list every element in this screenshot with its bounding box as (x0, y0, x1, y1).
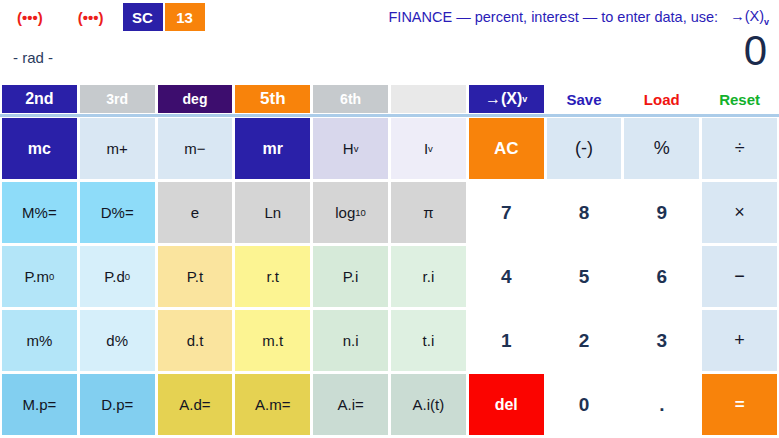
key-digit-6[interactable]: 6 (624, 246, 699, 307)
mode-badge-sc[interactable]: SC (123, 3, 163, 31)
key-m-t[interactable]: m.t (235, 310, 310, 371)
tab-reset[interactable]: Reset (702, 85, 777, 113)
tab-load[interactable]: Load (624, 85, 699, 113)
key-p-i[interactable]: P.i (313, 246, 388, 307)
key-r-i[interactable]: r.i (391, 246, 466, 307)
key-p-m0[interactable]: P.m0 (2, 246, 77, 307)
tab-deg[interactable]: deg (158, 85, 233, 113)
display-value: 0 (744, 28, 767, 74)
key-m-minus[interactable]: m− (158, 118, 233, 179)
top-bar: (•••) (•••) SC 13 FINANCE — percent, int… (0, 3, 779, 31)
key-digit-7[interactable]: 7 (469, 182, 544, 243)
key-e[interactable]: e (158, 182, 233, 243)
tab-save[interactable]: Save (547, 85, 622, 113)
finance-hint-key: →(X)v (730, 8, 769, 27)
paren-memory-button-1[interactable]: (•••) (17, 9, 43, 26)
key-digit-8[interactable]: 8 (547, 182, 622, 243)
tab-5th[interactable]: 5th (235, 85, 310, 113)
key-subtract[interactable]: − (702, 246, 777, 307)
key-digit-5[interactable]: 5 (547, 246, 622, 307)
key-i-v[interactable]: Iv (391, 118, 466, 179)
key-multiply[interactable]: × (702, 182, 777, 243)
key-p-t[interactable]: P.t (158, 246, 233, 307)
tab-3rd[interactable]: 3rd (80, 85, 155, 113)
key-equals[interactable]: = (702, 374, 777, 435)
key-m-p-eq[interactable]: M.p= (2, 374, 77, 435)
key-del[interactable]: del (469, 374, 544, 435)
key-add[interactable]: + (702, 310, 777, 371)
key-ac[interactable]: AC (469, 118, 544, 179)
key-mc[interactable]: mc (2, 118, 77, 179)
key-mr[interactable]: mr (235, 118, 310, 179)
precision-badge[interactable]: 13 (165, 3, 205, 31)
key-a-m-eq[interactable]: A.m= (235, 374, 310, 435)
key-percent[interactable]: % (624, 118, 699, 179)
key-n-i[interactable]: n.i (313, 310, 388, 371)
key-a-i-t[interactable]: A.i(t) (391, 374, 466, 435)
key-pi[interactable]: π (391, 182, 466, 243)
key-m-plus[interactable]: m+ (80, 118, 155, 179)
key-a-i-eq[interactable]: A.i= (313, 374, 388, 435)
key-r-t[interactable]: r.t (235, 246, 310, 307)
key-log10[interactable]: log10 (313, 182, 388, 243)
tab-blank (391, 85, 466, 113)
paren-memory-button-2[interactable]: (•••) (78, 9, 104, 26)
key-d-p-eq[interactable]: D.p= (80, 374, 155, 435)
key-d-pct-eq[interactable]: D%= (80, 182, 155, 243)
finance-hint-text: FINANCE — percent, interest — to enter d… (389, 9, 719, 25)
key-m-pct-eq[interactable]: M%= (2, 182, 77, 243)
tab-6th[interactable]: 6th (313, 85, 388, 113)
key-m-pct[interactable]: m% (2, 310, 77, 371)
key-digit-4[interactable]: 4 (469, 246, 544, 307)
key-digit-1[interactable]: 1 (469, 310, 544, 371)
key-t-i[interactable]: t.i (391, 310, 466, 371)
key-digit-2[interactable]: 2 (547, 310, 622, 371)
key-decimal[interactable]: . (624, 374, 699, 435)
key-negate[interactable]: (-) (547, 118, 622, 179)
key-digit-9[interactable]: 9 (624, 182, 699, 243)
key-p-d0[interactable]: P.d0 (80, 246, 155, 307)
key-d-t[interactable]: d.t (158, 310, 233, 371)
keypad: mcm+m−mrHvIvAC(-)%÷ M%=D%=eLnlog10π789× P.… (0, 118, 779, 435)
key-digit-3[interactable]: 3 (624, 310, 699, 371)
key-a-d-eq[interactable]: A.d= (158, 374, 233, 435)
key-d-pct[interactable]: d% (80, 310, 155, 371)
finance-hint: FINANCE — percent, interest — to enter d… (389, 8, 779, 27)
separator-line (0, 114, 779, 117)
tab-bar: 2nd3rddeg5th6th →(X)vSaveLoadReset (0, 85, 779, 113)
key-divide[interactable]: ÷ (702, 118, 777, 179)
key-h-v[interactable]: Hv (313, 118, 388, 179)
key-digit-0[interactable]: 0 (547, 374, 622, 435)
tab-2nd[interactable]: 2nd (2, 85, 77, 113)
key-ln[interactable]: Ln (235, 182, 310, 243)
tab-to-x[interactable]: →(X)v (469, 85, 544, 113)
angle-mode-label: - rad - (13, 49, 53, 66)
